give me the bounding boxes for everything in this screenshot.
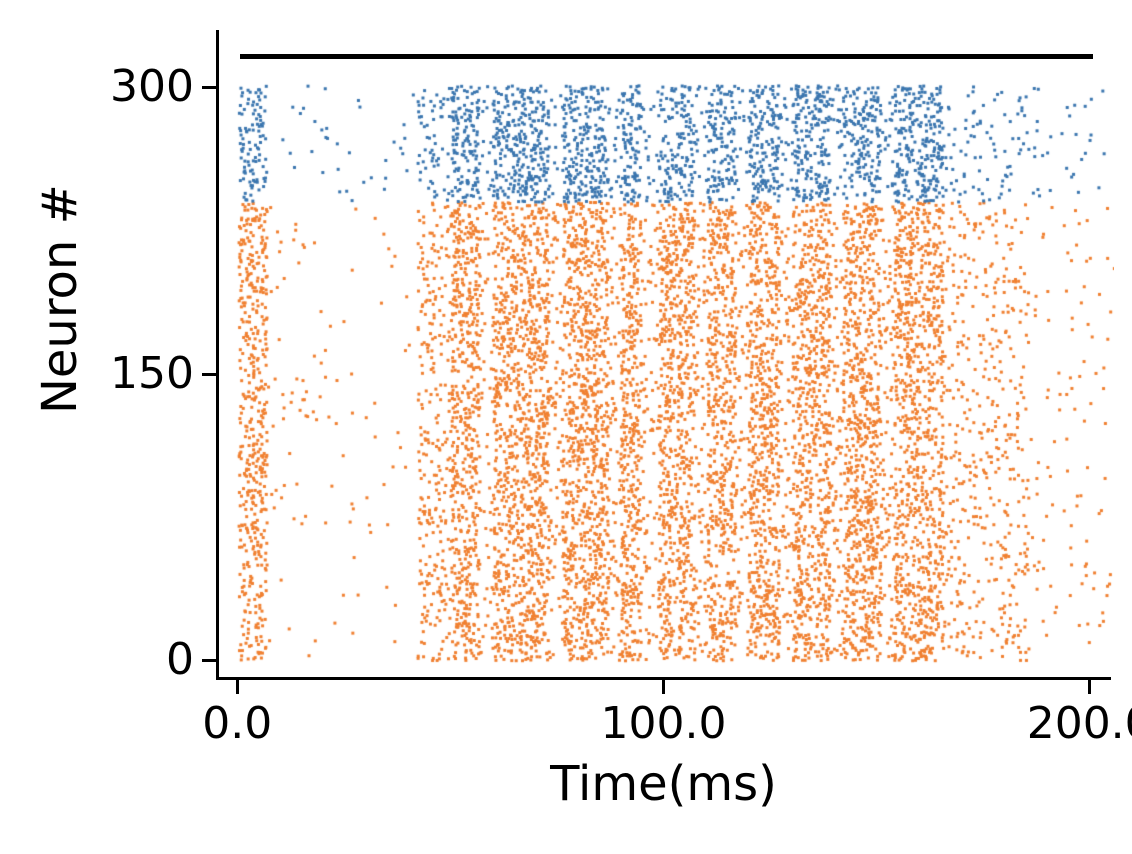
y-tick-label: 150 [110,348,194,399]
x-tick-label: 200.0 [1020,698,1132,749]
y-tick-mark [202,659,216,662]
x-axis-label: Time(ms) [544,756,784,812]
raster-figure: 0 150 300 0.0 100.0 200.0 Neuron # Time(… [0,0,1132,854]
y-axis-label: Neuron # [32,294,88,414]
x-tick-label: 100.0 [594,698,734,749]
raster-canvas [219,30,1114,680]
x-tick-label: 0.0 [167,698,307,749]
x-tick-mark [662,680,665,694]
x-tick-mark [236,680,239,694]
stimulus-bar [240,54,1092,59]
x-tick-mark [1088,680,1091,694]
y-tick-mark [202,373,216,376]
y-tick-mark [202,86,216,89]
y-tick-label: 0 [166,634,194,685]
y-tick-label: 300 [110,61,194,112]
plot-area [216,30,1111,680]
